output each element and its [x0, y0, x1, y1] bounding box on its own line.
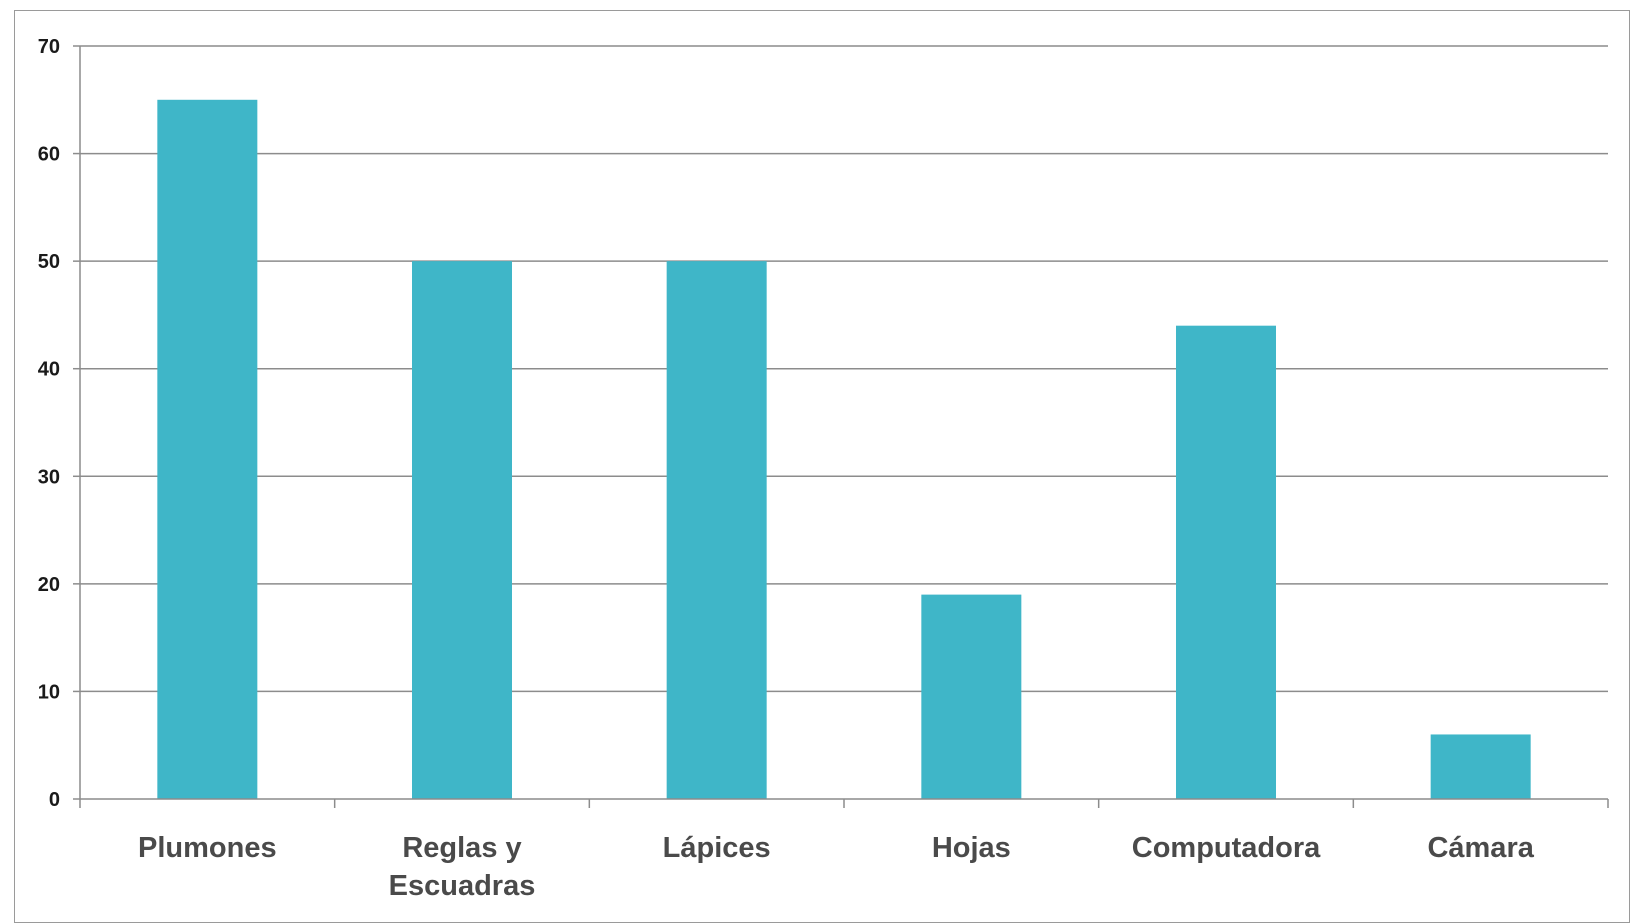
bar: [412, 261, 512, 800]
bar: [157, 99, 258, 800]
category-label-line: Escuadras: [389, 870, 536, 902]
category-label-line: Computadora: [1132, 832, 1321, 864]
category-label-line: Plumones: [138, 832, 277, 864]
bar: [921, 594, 1022, 799]
x-category-label: Computadora: [1132, 832, 1321, 864]
bar: [1176, 325, 1276, 799]
x-category-label: Lápices: [663, 832, 771, 864]
y-tick-label: 60: [38, 144, 60, 166]
x-category-label: Reglas y Escuadras: [389, 832, 536, 902]
category-label-line: Hojas: [932, 832, 1011, 864]
axes: [73, 45, 1609, 808]
bar: [1430, 734, 1531, 799]
y-tick-label: 0: [49, 789, 60, 811]
x-category-label: Hojas: [932, 832, 1011, 864]
chart-frame: [14, 10, 1630, 923]
x-category-label: Cámara: [1427, 832, 1534, 864]
y-tick-label: 50: [38, 251, 60, 273]
category-label-line: Reglas y: [402, 832, 521, 864]
bar: [666, 261, 767, 800]
x-category-labels: Plumones Reglas y Escuadras Lápices Hojas Com…: [138, 832, 1535, 902]
category-label-line: Cámara: [1427, 832, 1534, 864]
y-tick-labels: 0 10 20 30 40 50 60 70: [38, 36, 60, 811]
y-tick-label: 70: [38, 36, 60, 58]
y-tick-label: 40: [38, 359, 60, 381]
bars: [157, 99, 1531, 800]
y-tick-label: 30: [38, 466, 60, 488]
y-tick-label: 20: [38, 574, 60, 596]
y-tick-label: 10: [38, 681, 60, 703]
category-label-line: Lápices: [663, 832, 771, 864]
grid-lines: [80, 45, 1608, 693]
x-category-label: Plumones: [138, 832, 277, 864]
